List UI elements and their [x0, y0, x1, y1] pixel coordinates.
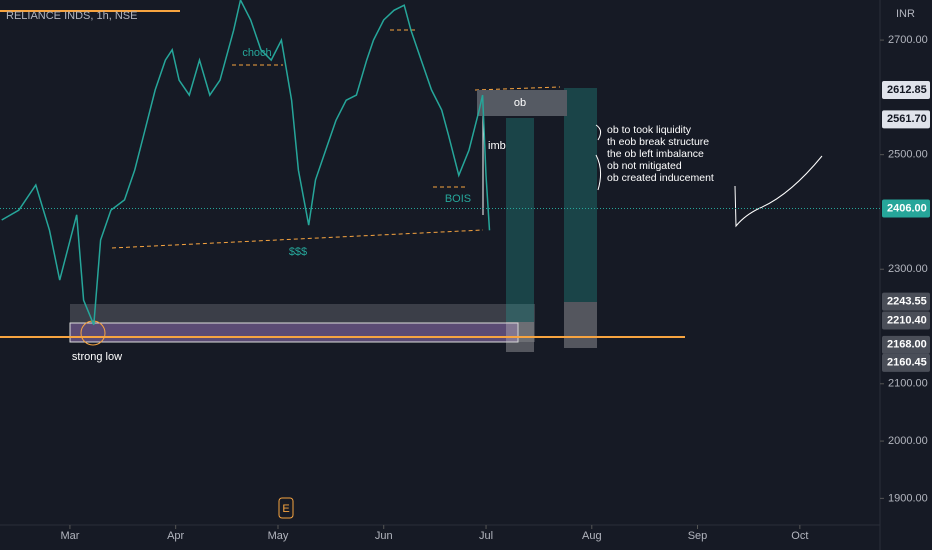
price-line: [1, 0, 491, 326]
price-label: 2168.00: [887, 339, 927, 351]
x-tick-label: Sep: [688, 530, 708, 542]
x-tick-label: Jul: [479, 530, 493, 542]
price-label: 2243.55: [887, 295, 927, 307]
x-tick-label: Apr: [167, 530, 184, 542]
note: ob to took liquidity: [607, 124, 692, 136]
x-tick-label: Jun: [375, 530, 393, 542]
x-tick-label: Mar: [60, 530, 79, 542]
liquidity-line: [111, 229, 484, 249]
currency: INR: [896, 8, 915, 20]
price-label: 2210.40: [887, 314, 927, 326]
liquidity-label: $$$: [289, 246, 307, 258]
y-tick-label: 2000.00: [888, 435, 928, 447]
y-tick-label: 1900.00: [888, 492, 928, 504]
y-tick-label: 2700.00: [888, 34, 928, 46]
note-bracket: [595, 124, 602, 191]
target-zone: [564, 88, 597, 302]
x-tick-label: Oct: [791, 530, 808, 542]
y-tick-label: 2300.00: [888, 263, 928, 275]
price-label: 2612.85: [887, 84, 927, 96]
x-tick-label: Aug: [582, 530, 602, 542]
stop-zone: [564, 302, 597, 348]
price-label: 2561.70: [887, 113, 927, 125]
imb-label: imb: [488, 140, 506, 152]
chart-title: RELIANCE INDS, 1h, NSE: [6, 10, 137, 22]
price-label-box: [882, 81, 930, 100]
earnings-marker: [278, 497, 294, 519]
target-zone: [506, 118, 534, 322]
projection: [734, 155, 823, 228]
note: th eob break structure: [607, 136, 709, 148]
note: the ob left imbalance: [607, 148, 704, 160]
price-label-box: [882, 311, 930, 330]
price-label-box: [882, 335, 930, 354]
x-tick-label: May: [268, 530, 289, 542]
strong-low-label: strong low: [72, 351, 122, 363]
price-label-box: [882, 199, 930, 218]
bois-label: BOIS: [445, 193, 471, 205]
price-label: 2406.00: [887, 202, 927, 214]
note: ob created inducement: [607, 172, 714, 184]
price-label-box: [882, 353, 930, 372]
choch-label: choch: [242, 47, 271, 59]
ob-zone: [69, 322, 519, 343]
y-tick-label: 2100.00: [888, 378, 928, 390]
price-label: 2160.45: [887, 357, 927, 369]
ob-label: ob: [514, 97, 526, 109]
ob-box: [477, 90, 567, 116]
ob-top-line: [474, 86, 561, 91]
y-tick-label: 2500.00: [888, 149, 928, 161]
price-label-box: [882, 110, 930, 129]
earnings-label: E: [282, 503, 289, 515]
price-label-box: [882, 292, 930, 311]
note: ob not mitigated: [607, 160, 682, 172]
